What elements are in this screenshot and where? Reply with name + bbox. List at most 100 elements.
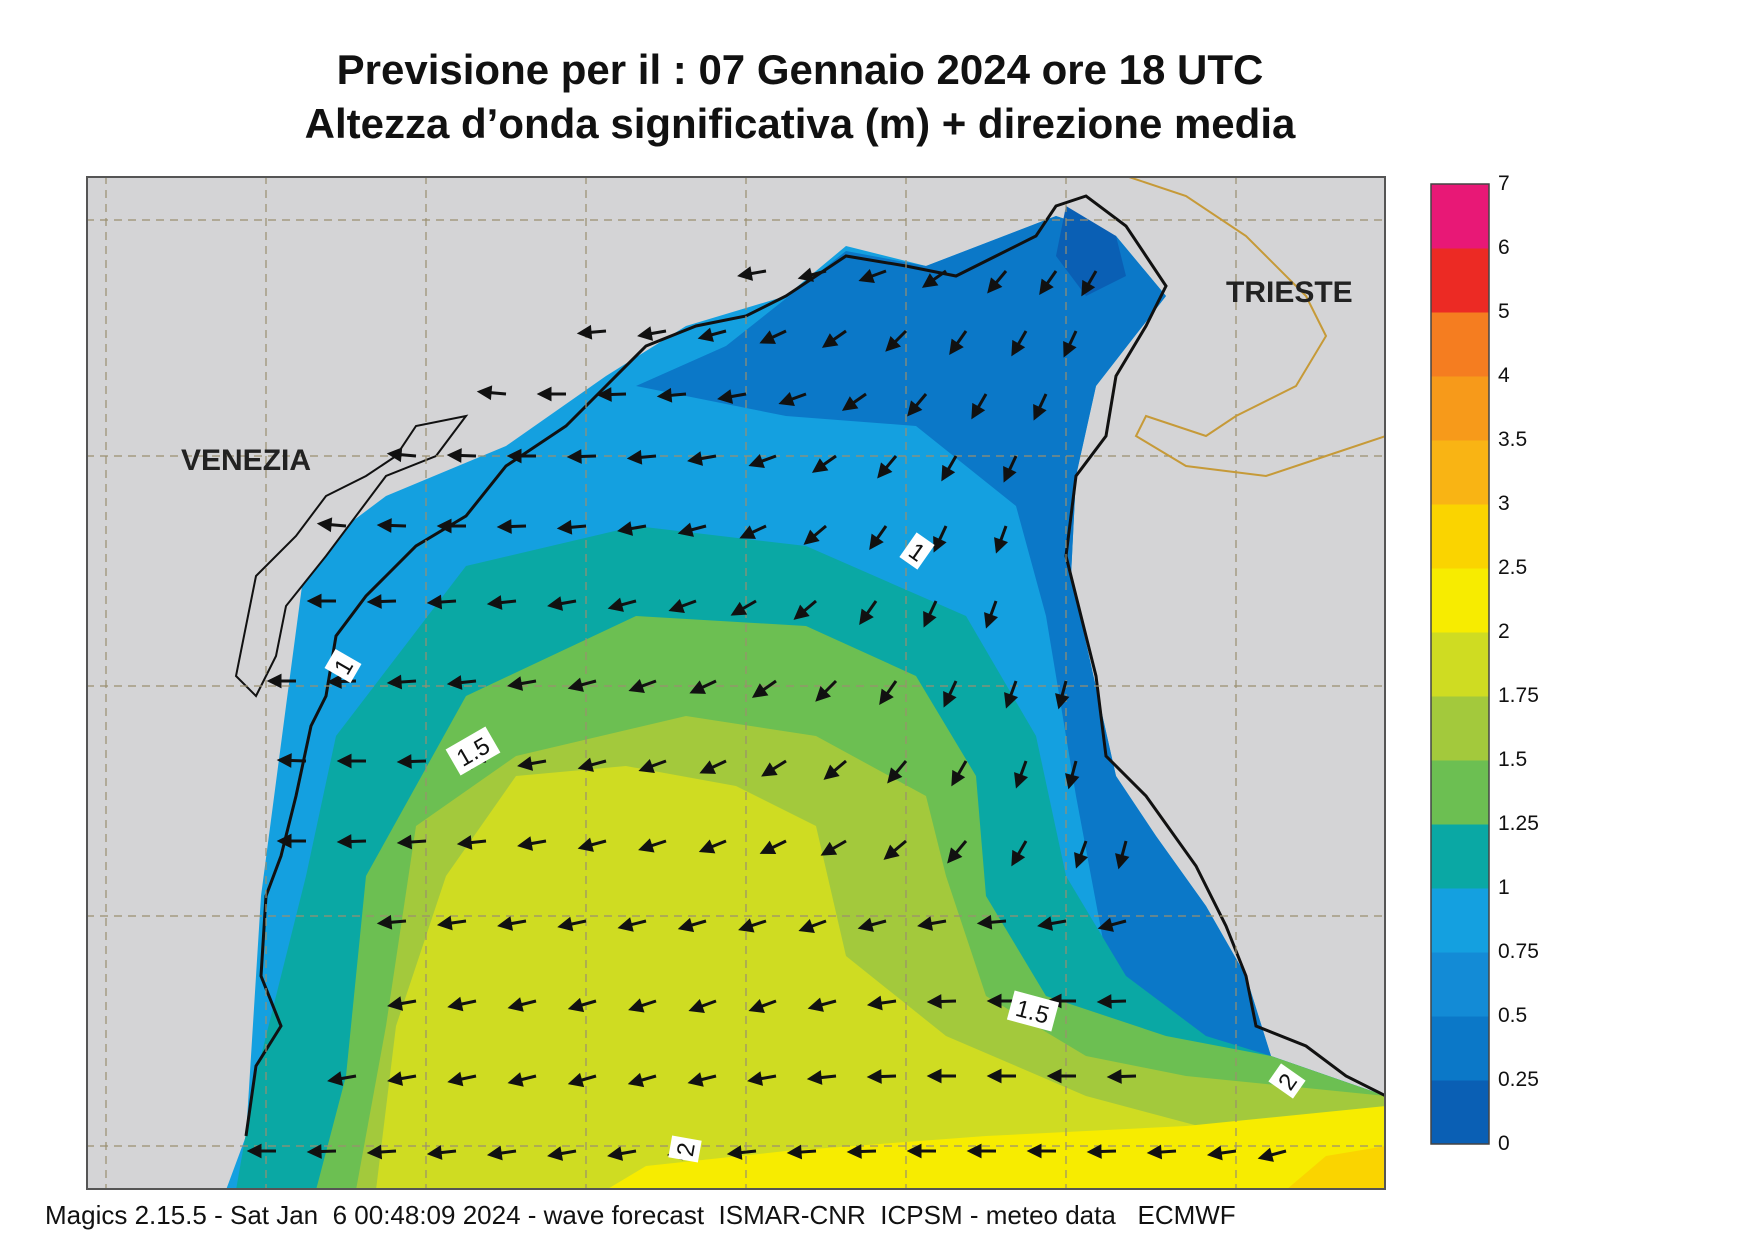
direction-arrow-head	[1004, 692, 1019, 709]
direction-arrow-head	[726, 1145, 743, 1160]
venice-lagoon	[234, 414, 469, 698]
direction-arrow-head	[1086, 1144, 1102, 1159]
colour-bar-swatch	[1431, 568, 1489, 633]
colour-bar-label: 4	[1498, 364, 1510, 387]
colour-bar-swatch	[1431, 1080, 1489, 1145]
svg-text:2: 2	[672, 1141, 701, 1159]
direction-arrow-head	[336, 834, 352, 849]
direction-arrow-head	[1055, 693, 1070, 710]
contour-label-2b: 2	[668, 1135, 702, 1163]
colour-bar-label: 0.75	[1498, 940, 1539, 963]
direction-arrow-head	[436, 915, 453, 931]
direction-arrow-head	[376, 914, 393, 930]
direction-arrow-head	[246, 1143, 262, 1159]
direction-arrow-head	[326, 674, 342, 689]
direction-arrow-head	[1014, 772, 1029, 789]
direction-arrow-head	[907, 400, 923, 417]
direction-arrow-head	[386, 447, 403, 463]
colour-bar-label: 2.5	[1498, 556, 1528, 579]
direction-arrow-head	[366, 594, 382, 609]
colour-bar-label: 1.5	[1498, 748, 1528, 771]
direction-arrow-head	[627, 1072, 645, 1088]
direction-arrow-head	[517, 836, 534, 851]
direction-arrow-head	[547, 596, 564, 611]
direction-arrow-head	[436, 518, 452, 534]
colour-bar-swatch	[1431, 376, 1489, 441]
direction-arrow-head	[576, 324, 593, 340]
band-250-300	[1286, 1146, 1386, 1190]
direction-arrow-head	[1257, 1147, 1274, 1162]
colour-bar-swatch	[1431, 1016, 1489, 1081]
direction-arrow-head	[617, 917, 634, 932]
direction-arrow-head	[577, 757, 594, 772]
direction-arrow-head	[807, 997, 824, 1012]
direction-arrow-head	[699, 760, 716, 774]
colour-bar	[1430, 183, 1490, 1145]
direction-arrow-head	[815, 686, 831, 702]
direction-arrow-head	[926, 1068, 942, 1084]
direction-arrow-head	[739, 525, 756, 539]
direction-arrow-head	[376, 518, 392, 533]
direction-arrow-head	[941, 464, 956, 482]
direction-arrow-head	[607, 1146, 624, 1161]
direction-arrow-head	[879, 688, 894, 706]
direction-arrow-head	[949, 338, 964, 356]
direction-arrow-head	[567, 1072, 585, 1088]
direction-arrow-head	[857, 917, 874, 932]
direction-arrow-head	[607, 597, 624, 612]
direction-arrow-head	[751, 683, 769, 698]
direction-arrow-head	[396, 754, 412, 769]
colour-bar-swatches	[1431, 184, 1489, 1145]
direction-arrow-head	[858, 268, 875, 283]
direction-arrow-head	[506, 448, 522, 464]
colour-bar-label: 0.25	[1498, 1068, 1539, 1091]
direction-arrow-head	[821, 333, 839, 348]
direction-arrow-head	[697, 327, 714, 342]
direction-arrow-head	[841, 396, 859, 411]
direction-arrow-head	[730, 601, 748, 616]
direction-arrow-head	[628, 998, 645, 1013]
direction-arrow-head	[877, 462, 893, 479]
footer-credit: Magics 2.15.5 - Sat Jan 6 00:48:09 2024 …	[45, 1200, 1236, 1230]
direction-arrow-head	[688, 998, 705, 1013]
direction-arrow-head	[811, 458, 829, 473]
direction-arrow-head	[778, 391, 795, 406]
colour-bar-label: 2	[1498, 620, 1510, 643]
direction-arrow-head	[885, 336, 901, 352]
colour-bar-swatch	[1431, 504, 1489, 569]
direction-arrow-head	[866, 995, 883, 1011]
direction-arrow-head	[1033, 404, 1047, 421]
direction-arrow-head	[1115, 853, 1130, 870]
chart-subtitle: Altezza d’onda significativa (m) + direz…	[304, 100, 1296, 147]
direction-arrow-head	[883, 844, 900, 860]
direction-arrow-head	[486, 1145, 503, 1161]
direction-arrow-head	[507, 1072, 524, 1087]
wave-direction-arrows	[246, 266, 1287, 1162]
direction-arrow-head	[677, 917, 695, 933]
direction-arrow-head	[689, 680, 706, 694]
direction-arrow-head	[806, 1070, 823, 1085]
direction-arrow-head	[426, 1145, 443, 1160]
direction-arrow-head	[628, 678, 645, 693]
direction-arrow-head	[638, 758, 655, 773]
direction-arrow-head	[426, 594, 443, 610]
direction-arrow-head	[316, 517, 333, 533]
direction-arrow-head	[637, 326, 654, 341]
direction-arrow-head	[1065, 773, 1080, 790]
direction-arrow-head	[446, 675, 463, 690]
colour-bar-label: 5	[1498, 300, 1510, 323]
direction-arrow-head	[677, 522, 694, 537]
chart-title: Previsione per il : 07 Gennaio 2024 ore …	[336, 46, 1264, 93]
direction-arrow-head	[976, 914, 993, 930]
direction-arrow-head	[1039, 278, 1054, 296]
direction-arrow-head	[276, 833, 292, 849]
direction-arrow-head	[476, 385, 493, 401]
direction-arrow-head	[1096, 994, 1112, 1009]
direction-arrow-head	[823, 764, 840, 780]
place-label-trieste: TRIESTE	[1226, 276, 1353, 309]
direction-arrow-head	[656, 387, 673, 403]
direction-arrow-head	[761, 762, 778, 777]
direction-arrow-head	[951, 769, 966, 787]
colour-bar-label: 1	[1498, 876, 1510, 899]
colour-bar-swatch	[1431, 632, 1489, 697]
